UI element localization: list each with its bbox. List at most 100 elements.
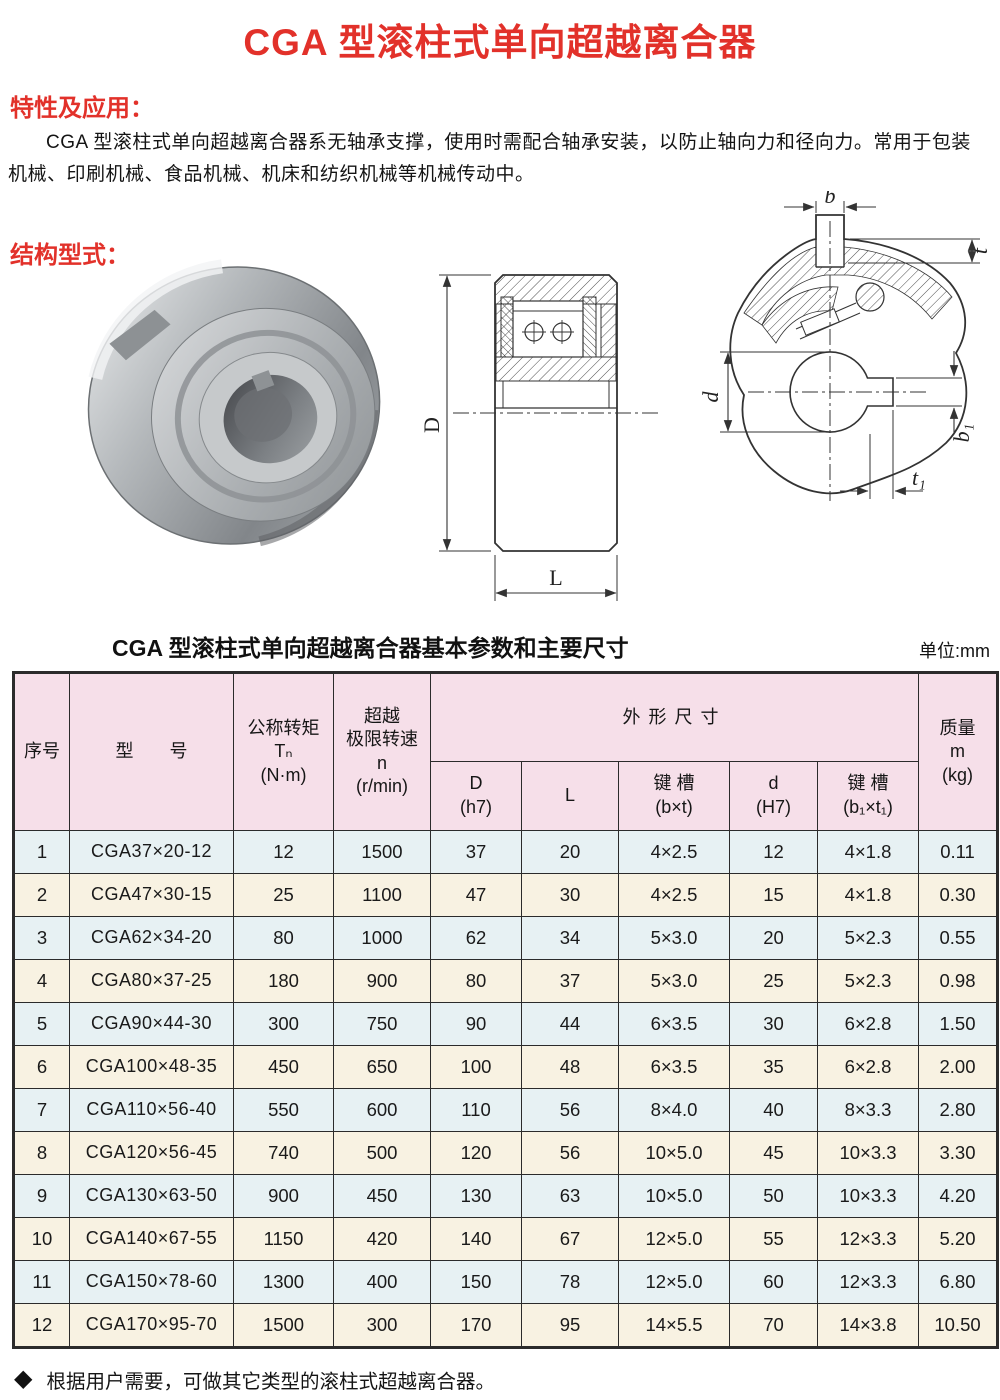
table-cell: 44 — [521, 1001, 619, 1046]
table-cell: 600 — [333, 1087, 431, 1132]
table-cell: CGA47×30-15 — [69, 872, 234, 917]
table-cell: 55 — [729, 1216, 818, 1261]
col-header-model: 型 号 — [69, 671, 234, 831]
table-cell: 6×2.8 — [816, 1001, 920, 1046]
table-cell: 20 — [729, 915, 818, 960]
table-cell: 60 — [729, 1259, 818, 1304]
table-cell: 50 — [729, 1173, 818, 1218]
table-cell: 100 — [430, 1044, 522, 1089]
table-cell: 14×5.5 — [618, 1302, 730, 1348]
table-cell: 0.98 — [918, 958, 999, 1003]
dim-label-d: d — [698, 390, 723, 402]
diamond-bullet-icon: ◆ — [14, 1365, 33, 1393]
table-cell: 56 — [521, 1087, 619, 1132]
col-header-keyway-b1t1: 键 槽 (b₁×t₁) — [816, 760, 920, 831]
table-cell: 56 — [521, 1130, 619, 1175]
table-cell: 6.80 — [918, 1259, 999, 1304]
dim-label-b: b — [825, 191, 836, 208]
dim-label-b1: b₁ — [949, 423, 974, 442]
footnote: ◆ 根据用户需要，可做其它类型的滚柱式超越离合器。 — [14, 1365, 1000, 1394]
table-row: 4 CGA80×37-25 180 900 80 37 5×3.0 25 5×2.3 0.98 — [13, 958, 999, 1003]
table-cell: 5 — [13, 1001, 70, 1046]
table-cell: 37 — [430, 829, 522, 874]
table-cell: 170 — [430, 1302, 522, 1348]
table-cell: 4×1.8 — [816, 829, 920, 874]
table-cell: 30 — [729, 1001, 818, 1046]
table-cell: 62 — [430, 915, 522, 960]
table-cell: 120 — [430, 1130, 522, 1175]
col-header-L: L — [521, 760, 619, 831]
table-cell: CGA130×63-50 — [69, 1173, 234, 1218]
table-cell: 450 — [333, 1173, 431, 1218]
structure-section: 结构型式： — [0, 191, 1000, 609]
col-header-torque: 公称转矩 Tₙ (N·m) — [233, 671, 334, 831]
table-title: CGA 型滚柱式单向超越离合器基本参数和主要尺寸 — [112, 634, 629, 661]
table-cell: 110 — [430, 1087, 522, 1132]
table-cell: 11 — [13, 1259, 70, 1304]
table-row: 2 CGA47×30-15 25 1100 47 30 4×2.5 15 4×1.8 0.30 — [13, 872, 999, 917]
table-cell: 6×3.5 — [618, 1044, 730, 1089]
table-cell: 35 — [729, 1044, 818, 1089]
col-header-speed: 超越 极限转速 n (r/min) — [333, 671, 431, 831]
col-header-keyway-bt: 键 槽 (b×t) — [618, 760, 730, 831]
table-row: 9 CGA130×63-50 900 450 130 63 10×5.0 50 10×3.3 4.… — [13, 1173, 999, 1218]
table-cell: 1100 — [333, 872, 431, 917]
table-cell: 9 — [13, 1173, 70, 1218]
table-cell: 14×3.8 — [816, 1302, 920, 1348]
table-row: 10 CGA140×67-55 1150 420 140 67 12×5.0 55 12×3.3… — [13, 1216, 999, 1261]
table-cell: 1500 — [333, 829, 431, 874]
table-row: 12 CGA170×95-70 1500 300 170 95 14×5.5 70 14×3.8… — [13, 1302, 999, 1348]
parameters-table: 序号 型 号 公称转矩 Tₙ (N·m) 超越 极限转速 n (r/min) 外… — [12, 670, 1000, 1349]
table-cell: 15 — [729, 872, 818, 917]
table-cell: 420 — [333, 1216, 431, 1261]
table-cell: 12 — [729, 829, 818, 874]
table-cell: 12×3.3 — [816, 1259, 920, 1304]
table-row: 3 CGA62×34-20 80 1000 62 34 5×3.0 20 5×2.3 0.55 — [13, 915, 999, 960]
table-cell: 12×5.0 — [618, 1216, 730, 1261]
structure-heading: 结构型式： — [10, 241, 130, 269]
table-cell: 95 — [521, 1302, 619, 1348]
table-cell: 6×3.5 — [618, 1001, 730, 1046]
table-cell: 25 — [729, 958, 818, 1003]
table-cell: 47 — [430, 872, 522, 917]
col-header-d: d (H7) — [729, 760, 818, 831]
table-cell: 6×2.8 — [816, 1044, 920, 1089]
table-cell: 1000 — [333, 915, 431, 960]
table-cell: 900 — [333, 958, 431, 1003]
table-cell: 0.55 — [918, 915, 999, 960]
table-cell: 8×4.0 — [618, 1087, 730, 1132]
table-body: 1 CGA37×20-12 12 1500 37 20 4×2.5 12 4×1.8 0.11 2 C… — [13, 829, 999, 1348]
table-cell: 30 — [521, 872, 619, 917]
dim-label-L: L — [549, 565, 562, 590]
table-cell: 10×3.3 — [816, 1130, 920, 1175]
table-cell: 12×5.0 — [618, 1259, 730, 1304]
page-title: CGA 型滚柱式单向超越离合器 — [243, 22, 757, 63]
table-row: 5 CGA90×44-30 300 750 90 44 6×3.5 30 6×2.8 1.50 — [13, 1001, 999, 1046]
table-title-row: CGA 型滚柱式单向超越离合器基本参数和主要尺寸 单位:mm — [12, 629, 990, 663]
table-cell: 0.30 — [918, 872, 999, 917]
table-cell: 12 — [233, 829, 334, 874]
table-cell: 5×2.3 — [816, 915, 920, 960]
end-view-drawing: b t d b₁ t₁ — [698, 191, 992, 501]
table-cell: CGA120×56-45 — [69, 1130, 234, 1175]
table-cell: 130 — [430, 1173, 522, 1218]
footnote-text: 根据用户需要，可做其它类型的滚柱式超越离合器。 — [46, 1370, 495, 1393]
table-cell: 4×1.8 — [816, 872, 920, 917]
unit-label: 单位:mm — [919, 640, 990, 661]
table-cell: 10.50 — [918, 1302, 999, 1348]
clutch-ring — [87, 259, 381, 546]
table-cell: CGA100×48-35 — [69, 1044, 234, 1089]
col-header-dimensions-group: 外形尺寸 — [429, 671, 920, 762]
table-cell: 4×2.5 — [618, 872, 730, 917]
product-photo — [87, 259, 381, 546]
table-cell: 150 — [430, 1259, 522, 1304]
table-cell: CGA140×67-55 — [69, 1216, 234, 1261]
table-cell: 8×3.3 — [816, 1087, 920, 1132]
table-cell: 4.20 — [918, 1173, 999, 1218]
table-cell: 45 — [729, 1130, 818, 1175]
table-cell: 78 — [521, 1259, 619, 1304]
table-cell: 5×2.3 — [816, 958, 920, 1003]
table-cell: 34 — [521, 915, 619, 960]
table-cell: 67 — [521, 1216, 619, 1261]
table-cell: 1 — [13, 829, 70, 874]
